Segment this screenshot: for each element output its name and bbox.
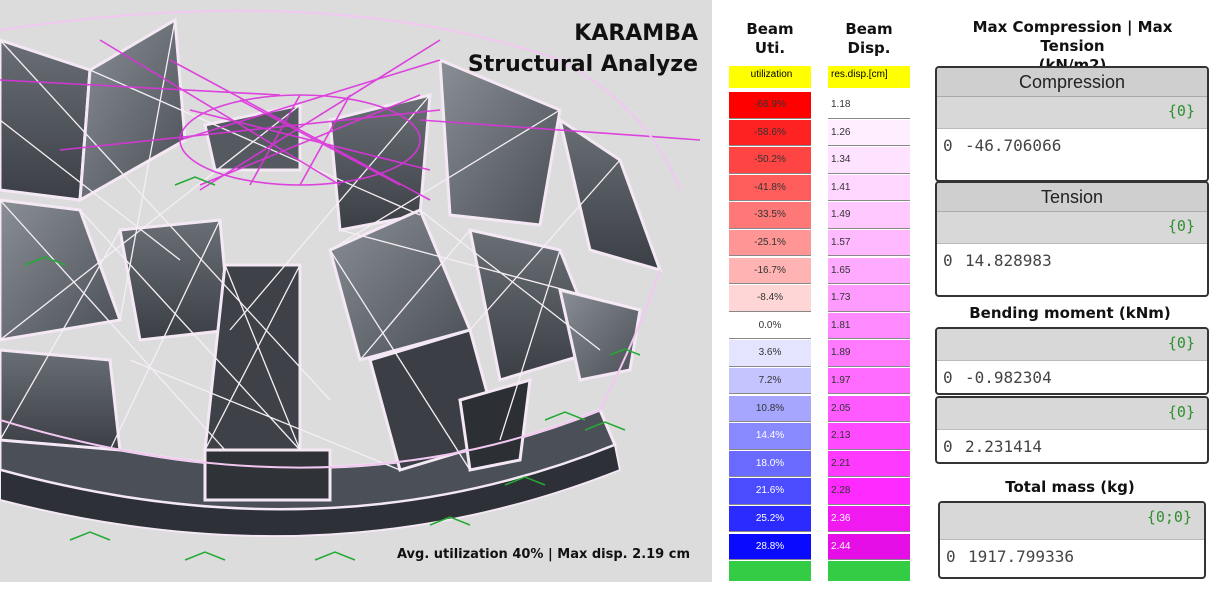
viewport-status-text: Avg. utilization 40% | Max disp. 2.19 cm	[396, 547, 690, 562]
tension-panel-path: {0}	[937, 212, 1207, 244]
panel-7	[0, 198, 123, 342]
compression-panel-title: Compression	[937, 68, 1207, 97]
tension-row-index: 0	[943, 251, 953, 270]
utilization-legend-cell: -41.8%	[729, 174, 811, 202]
bending-panel-2-row[interactable]: 0 2.231414	[937, 430, 1207, 462]
compression-panel[interactable]: Compression {0} 0 -46.706066	[935, 66, 1209, 182]
bending-section-title: Bending moment (kNm)	[969, 304, 1171, 322]
mass-panel-path: {0;0}	[940, 503, 1204, 540]
beam-util-heading-line2: Uti.	[754, 39, 786, 57]
panel-3	[203, 103, 302, 172]
utilization-legend-cell: 10.8%	[729, 395, 811, 423]
panel-11	[558, 287, 642, 382]
displacement-legend-cell: 1.81	[828, 312, 910, 340]
bending-1-row-value: -0.982304	[965, 368, 1052, 387]
bending-1-row-index: 0	[943, 368, 953, 387]
displacement-legend-green-swatch	[828, 561, 910, 582]
tension-panel[interactable]: Tension {0} 0 14.828983	[935, 181, 1209, 297]
central-base	[203, 448, 332, 502]
panel-1	[0, 38, 92, 202]
utilization-legend-cell: 25.2%	[729, 505, 811, 533]
utilization-legend-cell: -33.5%	[729, 202, 811, 229]
utilization-legend-cell: 7.2%	[729, 367, 811, 395]
bending-panel-2[interactable]: {0} 0 2.231414	[935, 396, 1209, 464]
panel-6	[557, 116, 663, 273]
mass-panel[interactable]: {0;0} 0 1917.799336	[938, 501, 1206, 579]
displacement-legend-cell: 1.34	[828, 147, 910, 174]
panel-4	[328, 93, 432, 232]
mass-section-title: Total mass (kg)	[1005, 478, 1135, 496]
displacement-legend-header: res.disp.[cm]	[828, 66, 910, 88]
bending-panel-1[interactable]: {0} 0 -0.982304	[935, 327, 1209, 395]
tension-path-label: {0}	[1167, 217, 1195, 235]
utilization-legend-green-swatch	[729, 561, 811, 582]
beam-util-heading: Beam Uti.	[725, 20, 815, 58]
bending-2-path-label: {0}	[1167, 403, 1195, 421]
utilization-legend-cell: 0.0%	[729, 312, 811, 340]
bending-panel-1-row[interactable]: 0 -0.982304	[937, 361, 1207, 393]
utilization-legend-cell: -25.1%	[729, 229, 811, 257]
mass-panel-row[interactable]: 0 1917.799336	[940, 540, 1204, 574]
displacement-legend-cell: 1.49	[828, 202, 910, 229]
utilization-legend-cell: 3.6%	[729, 340, 811, 367]
mass-row-index: 0	[946, 547, 956, 566]
utilization-legend-cell: -58.6%	[729, 119, 811, 147]
mass-path-label: {0;0}	[1146, 508, 1192, 526]
3d-viewport[interactable]: KARAMBA Structural Analyze Avg. utilizat…	[0, 0, 712, 582]
tension-panel-row[interactable]: 0 14.828983	[937, 244, 1207, 278]
structure-render	[0, 9, 701, 561]
utilization-legend-header: utilization	[729, 66, 811, 88]
displacement-legend-cell: 1.57	[828, 229, 910, 257]
compression-row-value: -46.706066	[965, 136, 1062, 155]
utilization-legend-cell: -50.2%	[729, 147, 811, 174]
displacement-legend-cell: 2.05	[828, 395, 910, 423]
bending-2-row-index: 0	[943, 437, 953, 456]
viewport-title-line1: KARAMBA	[574, 21, 698, 46]
bending-2-row-value: 2.231414	[965, 437, 1043, 456]
displacement-legend-cell: 1.65	[828, 257, 910, 285]
compression-path-label: {0}	[1167, 102, 1195, 120]
panel-12	[0, 348, 122, 452]
beam-disp-heading: Beam Disp.	[824, 20, 914, 58]
panel-8	[118, 218, 232, 342]
displacement-legend-cell: 2.44	[828, 533, 910, 560]
compression-row-index: 0	[943, 136, 953, 155]
utilization-legend-cell: 18.0%	[729, 450, 811, 478]
bending-1-path-label: {0}	[1167, 334, 1195, 352]
bending-panel-2-path: {0}	[937, 398, 1207, 430]
displacement-legend-cell: 1.73	[828, 285, 910, 312]
panel-2	[78, 17, 187, 203]
displacement-legend-cell: 2.36	[828, 505, 910, 533]
tension-panel-title: Tension	[937, 183, 1207, 212]
utilization-legend: utilization -66.9% -58.6% -50.2% -41.8% -33.…	[729, 66, 811, 582]
displacement-legend-cell: 1.26	[828, 119, 910, 147]
utilization-legend-cell: -8.4%	[729, 285, 811, 312]
tension-row-value: 14.828983	[965, 251, 1052, 270]
displacement-legend-cell: 2.13	[828, 423, 910, 450]
displacement-legend-cell: 1.41	[828, 174, 910, 202]
max-section-title-line1: Max Compression | Max Tension	[972, 18, 1173, 55]
beam-disp-heading-line2: Disp.	[847, 39, 891, 57]
bending-panel-1-path: {0}	[937, 329, 1207, 361]
displacement-legend-cell: 2.21	[828, 450, 910, 478]
displacement-legend-cell: 1.97	[828, 367, 910, 395]
viewport-title-line2: Structural Analyze	[467, 52, 698, 77]
displacement-legend-cell: 2.28	[828, 478, 910, 505]
displacement-legend-cell: 1.89	[828, 340, 910, 367]
compression-panel-row[interactable]: 0 -46.706066	[937, 129, 1207, 163]
beam-util-heading-line1: Beam	[746, 20, 794, 38]
outer-ring-base	[0, 443, 622, 538]
utilization-legend-cell: -66.9%	[729, 92, 811, 119]
compression-panel-path: {0}	[937, 97, 1207, 129]
displacement-legend-cell: 1.18	[828, 92, 910, 119]
utilization-legend-cell: 28.8%	[729, 533, 811, 560]
utilization-legend-cell: 14.4%	[729, 423, 811, 450]
viewport-title: KARAMBA Structural Analyze	[468, 18, 698, 80]
panel-5	[438, 57, 562, 227]
mass-row-value: 1917.799336	[968, 547, 1074, 566]
displacement-legend: res.disp.[cm] 1.18 1.26 1.34 1.41 1.49 1.57 1.…	[828, 66, 910, 582]
utilization-legend-cell: 21.6%	[729, 478, 811, 505]
utilization-legend-cell: -16.7%	[729, 257, 811, 285]
beam-disp-heading-line1: Beam	[845, 20, 893, 38]
